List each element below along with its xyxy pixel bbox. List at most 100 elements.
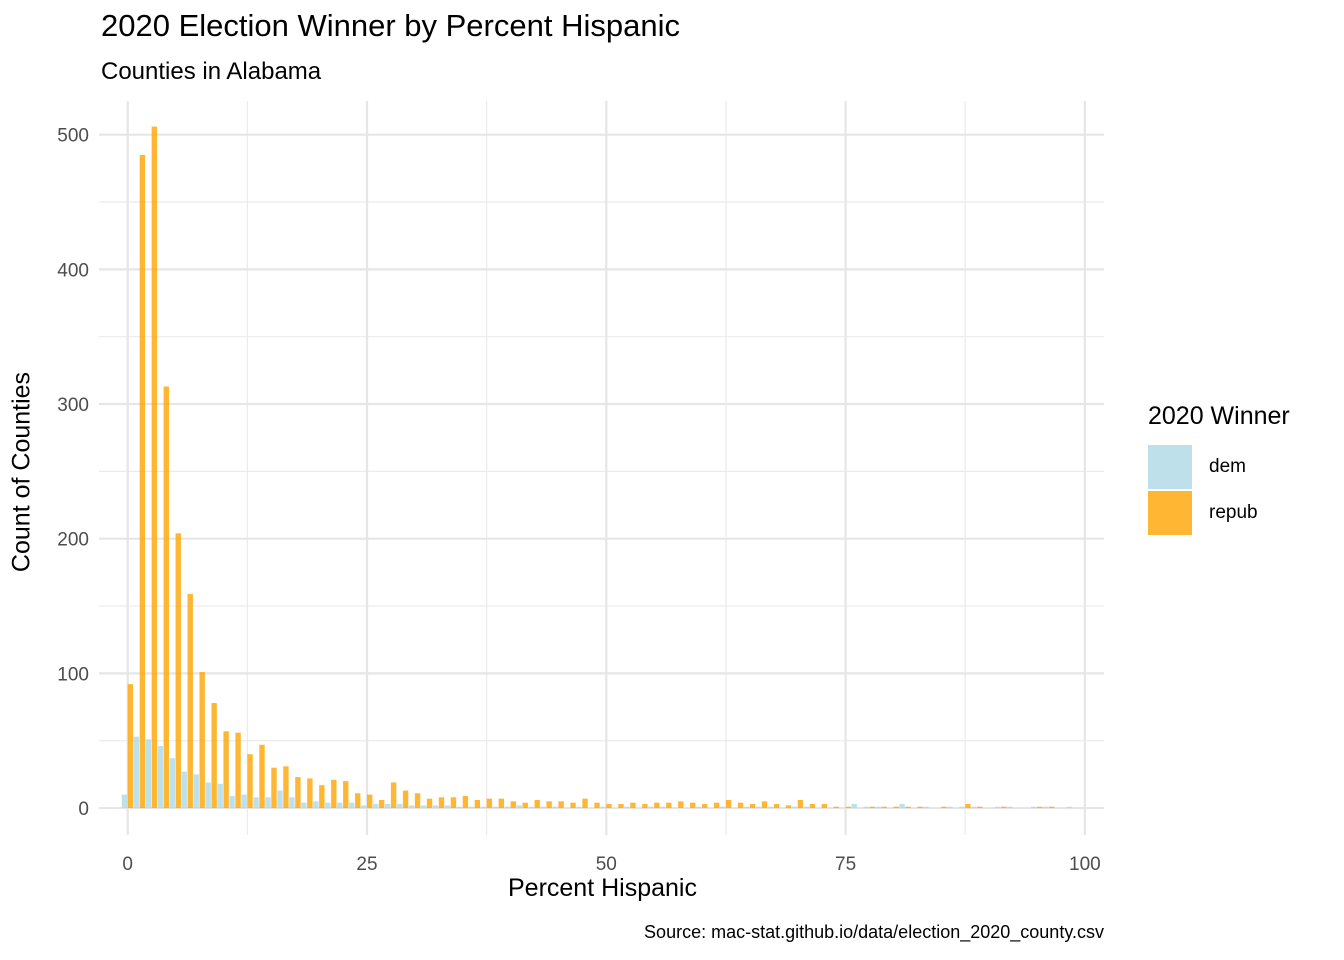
bar-repub [390, 782, 397, 809]
bar-repub [678, 801, 684, 809]
x-tick-label: 100 [1069, 854, 1101, 875]
bar-repub [630, 802, 636, 809]
bar-dem [516, 805, 522, 809]
x-tick-label: 50 [596, 854, 617, 875]
bar-dem [217, 783, 223, 809]
bar-repub [211, 703, 217, 809]
y-tick-label: 200 [57, 530, 89, 551]
bar-dem [899, 804, 905, 809]
legend-key-dem [1148, 445, 1192, 489]
bar-repub [570, 802, 576, 809]
bar-repub [510, 801, 516, 809]
bar-dem [133, 736, 140, 809]
bar-repub [474, 799, 481, 809]
y-tick-label: 0 [78, 799, 89, 820]
bar-dem [337, 802, 343, 809]
bar-repub [749, 804, 756, 809]
bar-dem [791, 806, 798, 809]
legend-key-repub [1148, 491, 1192, 535]
bar-repub [450, 797, 457, 809]
bar-repub [761, 801, 768, 809]
tick-labels: 0 25 50 75 100 0 100 200 300 400 500 [57, 126, 1100, 875]
bar-dem [803, 806, 810, 809]
bar-dem [863, 806, 869, 809]
bar-dem [361, 805, 367, 809]
bar-repub [941, 806, 947, 809]
bar-dem [181, 771, 187, 809]
bar-dem [923, 806, 929, 809]
bar-repub [378, 799, 385, 809]
y-axis-label: Count of Counties [7, 371, 36, 573]
bar-dem [504, 806, 510, 809]
bar-repub [690, 802, 696, 809]
bar-repub [271, 767, 277, 809]
bar-repub [199, 672, 205, 809]
bar-dem [875, 806, 881, 809]
bar-dem [420, 805, 427, 809]
bar-dem [241, 794, 247, 809]
bar-repub [1037, 806, 1043, 809]
y-tick-label: 400 [57, 260, 89, 281]
y-tick-label: 300 [57, 395, 89, 416]
bar-repub [283, 766, 289, 809]
bar-repub [127, 684, 134, 809]
bar-dem [468, 806, 475, 809]
bar-dem [719, 806, 726, 809]
bar-dem [1066, 806, 1073, 809]
bar-dem [971, 806, 977, 809]
bar-repub [522, 802, 528, 809]
bar-dem [193, 774, 199, 809]
bar-dem [696, 806, 702, 809]
bar-dem [995, 806, 1001, 809]
bar-repub [905, 806, 911, 809]
bar-dem [552, 806, 558, 809]
x-axis-label: Percent Hispanic [508, 874, 697, 902]
bar-dem [253, 797, 259, 809]
x-tick-label: 25 [356, 854, 377, 875]
bar-repub [367, 794, 373, 809]
chart-title: 2020 Election Winner by Percent Hispanic [101, 8, 680, 43]
source-caption: Source: mac-stat.github.io/data/election… [644, 922, 1104, 942]
bar-dem [205, 782, 211, 809]
bar-repub [594, 802, 600, 809]
x-tick-label: 0 [122, 854, 133, 875]
chart-subtitle: Counties in Alabama [101, 58, 322, 85]
bar-dem [767, 806, 774, 809]
bar-repub [558, 801, 564, 809]
bar-dem [229, 795, 235, 809]
y-tick-label: 100 [57, 664, 89, 685]
bar-repub [737, 802, 744, 809]
bar-dem [432, 805, 439, 809]
bar-repub [163, 386, 169, 809]
bar-dem [480, 806, 487, 809]
legend-label-repub: repub [1209, 502, 1258, 523]
bar-repub [247, 754, 253, 809]
bar-repub [845, 806, 851, 809]
bar-dem [313, 801, 319, 809]
bar-repub [486, 798, 493, 809]
bar-repub [438, 797, 445, 809]
bar-repub [713, 802, 720, 809]
bar-dem [1042, 806, 1049, 809]
bar-repub [702, 804, 708, 809]
bar-repub [642, 804, 648, 809]
bar-repub [821, 804, 828, 809]
bar-dem [624, 806, 630, 809]
bar-repub [833, 806, 839, 809]
bar-repub [426, 798, 433, 809]
bar-dem [540, 806, 546, 809]
bar-repub [462, 795, 469, 809]
bar-repub [618, 804, 624, 809]
bar-dem [121, 794, 128, 809]
bar-dem [600, 806, 606, 809]
bar-repub [654, 802, 660, 809]
y-tick-label: 500 [57, 126, 89, 147]
bar-dem [660, 806, 666, 809]
bar-dem [325, 802, 331, 809]
bar-dem [444, 805, 451, 809]
legend-item-dem: dem [1148, 444, 1290, 490]
bar-repub [319, 785, 325, 809]
bar-dem [301, 802, 307, 809]
bar-repub [606, 804, 612, 809]
